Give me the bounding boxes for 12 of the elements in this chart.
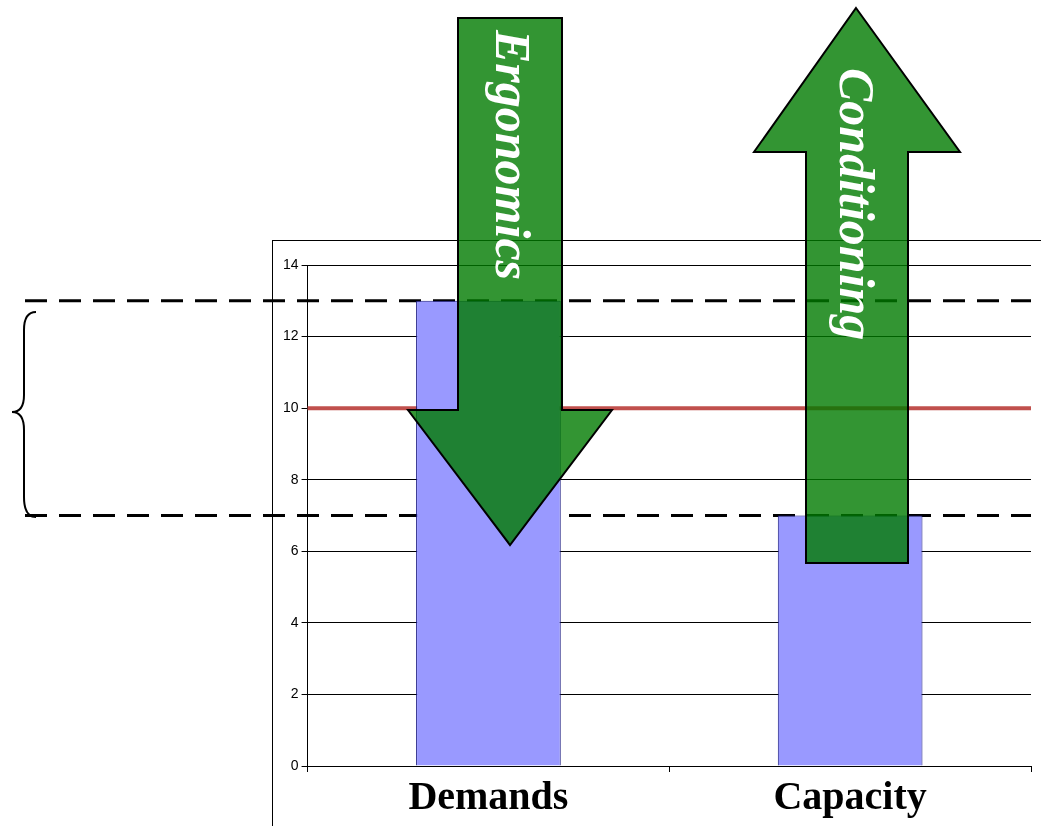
annotation: Ergonomics bbox=[485, 29, 541, 281]
y-tick-label: 4 bbox=[290, 613, 299, 630]
y-tick-label: 10 bbox=[282, 399, 299, 415]
annotation: Conditioning bbox=[829, 68, 885, 341]
y-tick-label: 8 bbox=[290, 470, 299, 487]
x-tick-label: Demands bbox=[408, 773, 569, 819]
y-tick-label: 14 bbox=[282, 255, 299, 272]
y-tick-label: 0 bbox=[290, 756, 299, 773]
y-tick-label: 12 bbox=[282, 327, 299, 344]
y-tick-label: 2 bbox=[290, 685, 299, 702]
x-tick-label: Capacity bbox=[773, 773, 927, 819]
y-tick-label: 6 bbox=[290, 542, 299, 559]
